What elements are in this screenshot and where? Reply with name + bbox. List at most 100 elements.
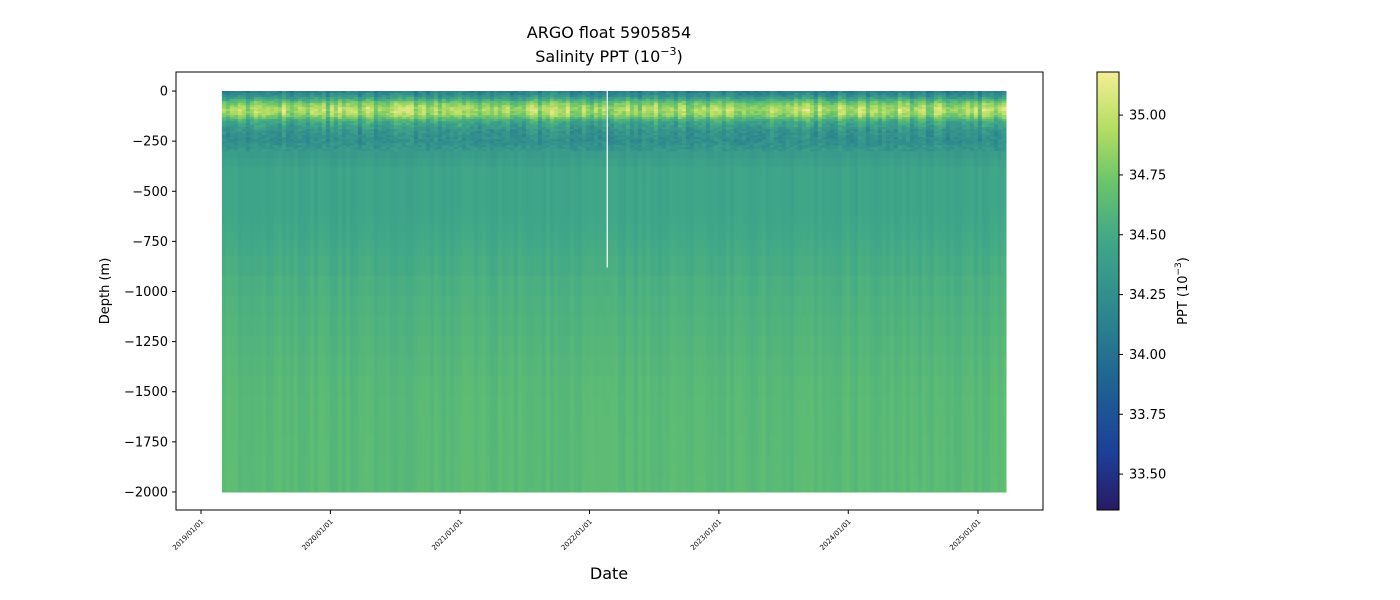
profile-column [741, 91, 747, 493]
profile-column [657, 91, 663, 493]
profile-column [309, 91, 315, 493]
profile-column [237, 91, 243, 493]
profile-column [249, 91, 255, 493]
profile-column [545, 91, 551, 493]
profile-column [865, 91, 871, 493]
profile-column [429, 91, 435, 493]
profile-column [621, 91, 627, 493]
profile-column [453, 91, 459, 493]
profile-column [493, 91, 499, 493]
profile-column [633, 91, 639, 493]
profile-column [761, 91, 767, 493]
salinity-heatmap [221, 91, 1007, 493]
profile-column [949, 91, 955, 493]
x-tick-label: 2021/01/01 [430, 518, 464, 552]
profile-column [573, 91, 579, 493]
profile-column [737, 91, 743, 493]
profile-column [349, 91, 355, 493]
profile-column [757, 91, 763, 493]
profile-column [229, 91, 235, 493]
profile-column [285, 91, 291, 493]
profile-column [353, 91, 359, 493]
profile-column [325, 91, 331, 493]
y-tick-label: −1000 [124, 285, 168, 300]
profile-column [777, 91, 783, 493]
profile-column [685, 91, 691, 493]
profile-column [513, 91, 519, 493]
profile-column [965, 91, 971, 493]
profile-column [769, 91, 775, 493]
profile-column [261, 91, 267, 493]
profile-column [473, 91, 479, 493]
profile-column [357, 91, 363, 493]
profile-column [873, 91, 879, 493]
profile-column [813, 91, 819, 493]
profile-column [537, 91, 543, 493]
profile-column [301, 91, 307, 493]
profile-column [373, 91, 379, 493]
profile-column [941, 91, 947, 493]
y-tick-label: −1250 [124, 335, 168, 350]
profile-column [461, 91, 467, 493]
profile-column [553, 91, 559, 493]
profile-column [437, 91, 443, 493]
profile-column [257, 91, 263, 493]
x-axis-label: Date [590, 564, 628, 583]
profile-column [961, 91, 967, 493]
profile-column [901, 91, 907, 493]
y-tick-label: −500 [132, 185, 168, 200]
profile-column [649, 91, 655, 493]
profile-column [421, 91, 427, 493]
y-tick-label: −1750 [124, 435, 168, 450]
profile-column [413, 91, 419, 493]
y-tick-label: 0 [160, 85, 168, 100]
profile-column [921, 91, 927, 493]
profile-column [557, 91, 563, 493]
profile-column [445, 91, 451, 493]
profile-column [981, 91, 987, 493]
profile-column [305, 91, 311, 493]
y-tick-label: −750 [132, 235, 168, 250]
profile-column [289, 91, 295, 493]
profile-column [957, 91, 963, 493]
profile-column [857, 91, 863, 493]
x-tick-label: 2019/01/01 [171, 518, 205, 552]
profile-column [753, 91, 759, 493]
y-axis: 0 −250 −500 −750 −1000 −1250 −1500 −1750 −2000 [124, 85, 176, 500]
profile-column [613, 91, 619, 493]
profile-column [885, 91, 891, 493]
profile-column [909, 91, 915, 493]
profile-column [561, 91, 567, 493]
profile-column [365, 91, 371, 493]
plot-frame [175, 71, 1044, 511]
profile-column [609, 91, 615, 493]
profile-column [317, 91, 323, 493]
profile-column [449, 91, 455, 493]
profile-column [277, 91, 283, 493]
profile-column [733, 91, 739, 493]
profile-column [605, 91, 611, 493]
profile-column [489, 91, 495, 493]
profile-column [533, 91, 539, 493]
profile-column [869, 91, 875, 493]
profile-column [585, 91, 591, 493]
profile-column [785, 91, 791, 493]
profile-column [973, 91, 979, 493]
profile-column [653, 91, 659, 493]
profile-column [993, 91, 999, 493]
profile-column [953, 91, 959, 493]
profile-column [565, 91, 571, 493]
profile-column [917, 91, 923, 493]
profile-column [409, 91, 415, 493]
profile-column [817, 91, 823, 493]
profile-column [781, 91, 787, 493]
colorbar-label: PPT (10−3) [1174, 257, 1191, 325]
profile-column [529, 91, 535, 493]
profile-column [773, 91, 779, 493]
profile-column [933, 91, 939, 493]
profile-column [389, 91, 395, 493]
profile-column [937, 91, 943, 493]
profile-column [849, 91, 855, 493]
colorbar-tick-label: 34.75 [1129, 168, 1166, 183]
profile-column [881, 91, 887, 493]
